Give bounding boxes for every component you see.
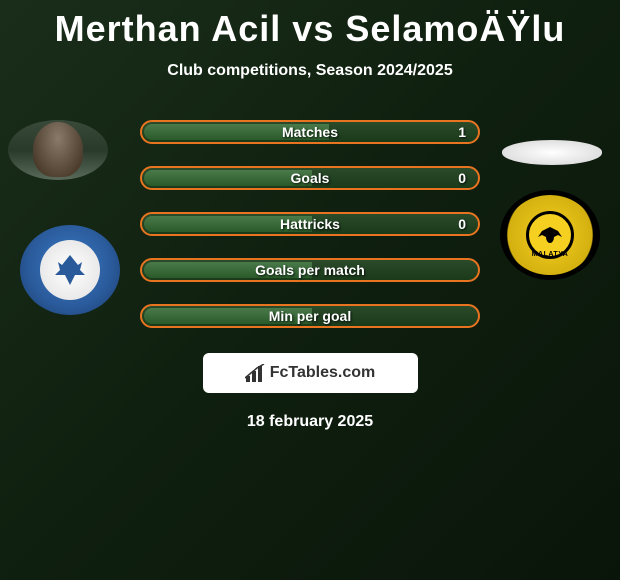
stat-value: 0: [458, 216, 466, 232]
subtitle: Club competitions, Season 2024/2025: [0, 62, 620, 80]
stat-label: Matches: [142, 124, 478, 140]
content-area: MALATYA Matches 1 Goals 0 Hattricks 0 Go…: [0, 120, 620, 431]
club-badge-right: MALATYA: [500, 190, 600, 280]
player-left-silhouette: [33, 122, 83, 177]
wings-icon: [532, 223, 568, 247]
badge-right-label: MALATYA: [532, 251, 569, 258]
stat-value: 0: [458, 170, 466, 186]
stat-pill-goals: Goals 0: [140, 166, 480, 190]
club-badge-right-inner: MALATYA: [526, 211, 574, 259]
stat-value: 1: [458, 124, 466, 140]
stat-pill-min-per-goal: Min per goal: [140, 304, 480, 328]
stat-label: Goals per match: [142, 262, 478, 278]
player-right-avatar: [502, 140, 602, 165]
branding-text: FcTables.com: [270, 364, 376, 382]
club-badge-left: [20, 225, 120, 315]
stat-label: Hattricks: [142, 216, 478, 232]
chart-icon: [245, 364, 265, 382]
date-text: 18 february 2025: [0, 413, 620, 431]
page-title: Merthan Acil vs SelamoÄŸlu: [0, 0, 620, 50]
stat-pill-goals-per-match: Goals per match: [140, 258, 480, 282]
eagle-icon: [50, 250, 90, 290]
club-badge-left-inner: [40, 240, 100, 300]
stat-pill-hattricks: Hattricks 0: [140, 212, 480, 236]
stat-label: Goals: [142, 170, 478, 186]
player-left-avatar: [8, 120, 108, 180]
branding-box: FcTables.com: [203, 353, 418, 393]
stat-label: Min per goal: [142, 308, 478, 324]
stat-pill-matches: Matches 1: [140, 120, 480, 144]
